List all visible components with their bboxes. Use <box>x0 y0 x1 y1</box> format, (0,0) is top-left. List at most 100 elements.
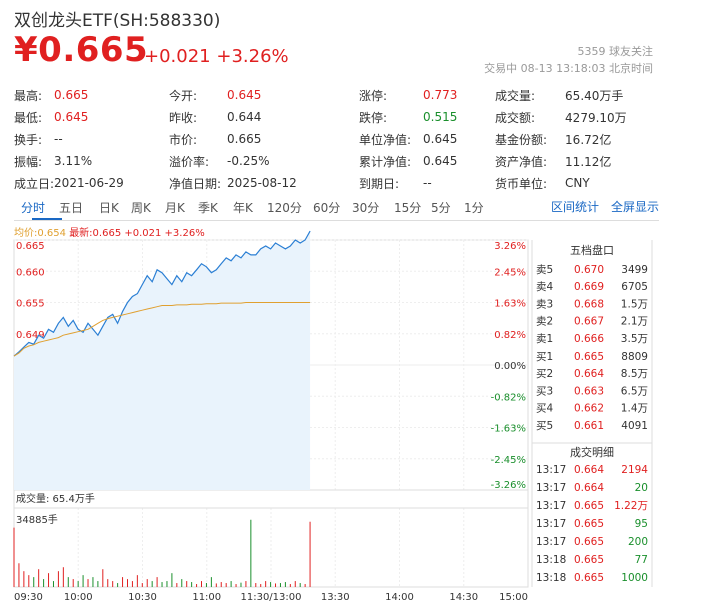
stat-value: 0.645 <box>423 132 458 146</box>
tab-period[interactable]: 60分 <box>313 201 341 215</box>
bid-label: 买5 <box>536 420 553 432</box>
tab-period[interactable]: 30分 <box>352 201 380 215</box>
stat-value: 0.645 <box>227 88 262 102</box>
ask-label: 卖3 <box>536 298 553 310</box>
tab-period[interactable]: 五日 <box>59 201 84 215</box>
ask-price[interactable]: 0.667 <box>574 316 604 328</box>
stat-label: 基金份额: <box>495 132 548 147</box>
bid-price[interactable]: 0.661 <box>574 420 604 432</box>
stat-label: 货币单位: <box>495 176 548 191</box>
trade-time: 13:17 <box>536 464 566 476</box>
bid-volume: 8.5万 <box>621 368 648 380</box>
ask-price[interactable]: 0.666 <box>574 333 604 345</box>
ask-label: 卖1 <box>536 333 553 345</box>
ask-volume: 1.5万 <box>621 298 648 310</box>
x-tick-label: 11:30/13:00 <box>240 592 301 603</box>
stat-value: 0.773 <box>423 88 458 102</box>
x-tick-label: 15:00 <box>499 592 528 603</box>
stat-value: 11.12亿 <box>565 154 612 169</box>
trade-time: 13:17 <box>536 482 566 494</box>
tab-period[interactable]: 年K <box>233 201 253 215</box>
x-tick-label: 11:00 <box>192 592 221 603</box>
tab-period[interactable]: 周K <box>131 201 151 215</box>
trade-volume: 1000 <box>621 572 648 584</box>
trade-time: 13:17 <box>536 536 566 548</box>
ask-price[interactable]: 0.670 <box>574 264 604 276</box>
bid-price[interactable]: 0.665 <box>574 351 604 363</box>
y-tick-label: 0.660 <box>16 267 45 278</box>
stat-value: 65.40万手 <box>565 88 624 103</box>
stat-label: 振幅: <box>14 154 43 169</box>
stat-value: 2021-06-29 <box>54 176 124 190</box>
stat-value: 0.665 <box>54 88 89 102</box>
tab-period[interactable]: 分时 <box>21 201 46 215</box>
y-tick-pct-label: -2.45% <box>491 455 526 466</box>
order-book-title: 五档盘口 <box>570 243 614 257</box>
trade-volume: 77 <box>635 554 648 566</box>
ask-volume: 2.1万 <box>621 316 648 328</box>
stat-label: 单位净值: <box>359 132 412 147</box>
avg-price-line <box>13 302 311 357</box>
tab-period[interactable]: 1分 <box>464 201 484 215</box>
volume-max-label: 34885手 <box>16 513 58 526</box>
stat-value: CNY <box>565 176 590 190</box>
tab-period[interactable]: 120分 <box>267 201 302 215</box>
y-tick-pct-label: 2.45% <box>494 267 526 278</box>
change-value: +0.021 <box>144 46 211 67</box>
fullscreen-button[interactable]: 全屏显示 <box>610 200 659 214</box>
tab-period[interactable]: 月K <box>165 201 185 215</box>
stat-label: 涨停: <box>359 88 388 103</box>
volume-label: 成交量: 65.4万手 <box>16 492 95 505</box>
stat-value: 0.515 <box>423 110 458 124</box>
price-area <box>14 231 311 490</box>
x-tick-label: 10:00 <box>64 592 93 603</box>
ask-price[interactable]: 0.669 <box>574 281 604 293</box>
last-price-legend: 最新:0.665 +0.021 +3.26% <box>69 228 205 239</box>
stat-label: 最低: <box>14 110 43 125</box>
y-tick-pct-label: 1.63% <box>494 299 526 310</box>
stat-value: -- <box>423 176 432 190</box>
price-line <box>13 230 311 357</box>
ask-price[interactable]: 0.668 <box>574 298 604 310</box>
trade-detail-title: 成交明细 <box>570 445 614 459</box>
stat-label: 成立日: <box>14 176 55 191</box>
trade-price: 0.665 <box>574 500 604 512</box>
bid-volume: 1.4万 <box>621 403 648 415</box>
y-tick-pct-label: 3.26% <box>494 241 526 252</box>
stat-value: 0.645 <box>423 154 458 168</box>
bid-price[interactable]: 0.664 <box>574 368 604 380</box>
ask-volume: 6705 <box>621 281 648 293</box>
stat-value: 2025-08-12 <box>227 176 297 190</box>
y-tick-pct-label: 0.00% <box>494 361 526 372</box>
bid-price[interactable]: 0.663 <box>574 385 604 397</box>
stat-value: 4279.10万 <box>565 110 627 125</box>
page-title: 双创龙头ETF(SH:588330) <box>14 11 221 31</box>
stat-label: 资产净值: <box>495 154 548 169</box>
tab-period[interactable]: 5分 <box>431 201 451 215</box>
bid-label: 买4 <box>536 403 553 415</box>
x-tick-label: 14:00 <box>385 592 414 603</box>
stat-label: 累计净值: <box>359 154 412 169</box>
period-tabs: 区间统计 全屏显示 分时 五日 日K 周K 月K 季K 年K 120分 60分 30分 15分 5分 1分 <box>14 198 659 221</box>
tab-period[interactable]: 季K <box>198 201 218 215</box>
bid-volume: 8809 <box>621 351 648 363</box>
ask-label: 卖5 <box>536 264 553 276</box>
y-tick-label: 0.649 <box>16 330 45 341</box>
ask-label: 卖4 <box>536 281 553 293</box>
bid-price[interactable]: 0.662 <box>574 403 604 415</box>
tab-period[interactable]: 日K <box>99 201 119 215</box>
range-stats-button[interactable]: 区间统计 <box>550 200 599 214</box>
trade-price: 0.665 <box>574 536 604 548</box>
tab-period[interactable]: 15分 <box>394 201 422 215</box>
trade-price: 0.664 <box>574 464 604 476</box>
active-tab-indicator <box>32 218 62 220</box>
ask-volume: 3499 <box>621 264 648 276</box>
stat-label: 成交额: <box>495 110 536 125</box>
follower-count[interactable]: 5359 球友关注 <box>577 45 654 58</box>
y-tick-pct-label: -1.63% <box>491 424 526 435</box>
ask-volume: 3.5万 <box>621 333 648 345</box>
trade-volume: 1.22万 <box>614 500 648 512</box>
trade-volume: 200 <box>628 536 648 548</box>
quote-stats: 最高: 0.665 今开: 0.645 涨停: 0.773 成交量: 65.40万手 最低: 0.… <box>14 84 674 194</box>
